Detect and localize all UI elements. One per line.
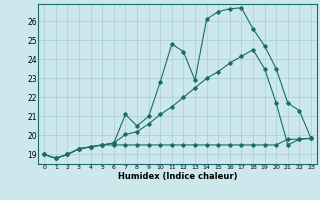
X-axis label: Humidex (Indice chaleur): Humidex (Indice chaleur) bbox=[118, 172, 237, 181]
